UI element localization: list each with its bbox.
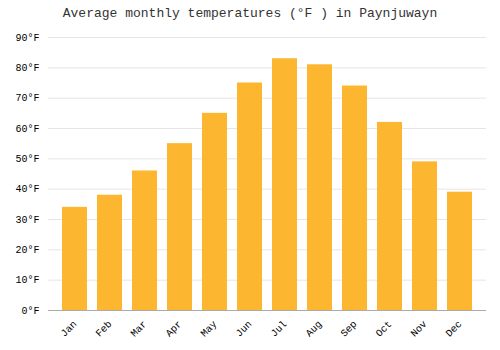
- svg-text:90°F: 90°F: [15, 33, 39, 44]
- html-text:Average monthly temperatures (: Average monthly temperatures (°F ) in Pa…: [62, 6, 438, 21]
- svg-text:Dec: Dec: [444, 319, 465, 340]
- svg-text:Oct: Oct: [374, 319, 395, 340]
- svg-text:Feb: Feb: [94, 319, 115, 340]
- svg-text:40°F: 40°F: [15, 184, 39, 195]
- svg-text:Sep: Sep: [339, 319, 360, 340]
- svg-text:60°F: 60°F: [15, 124, 39, 135]
- svg-text:Mar: Mar: [129, 319, 150, 340]
- svg-text:10°F: 10°F: [15, 275, 39, 286]
- svg-text:Aug: Aug: [304, 319, 325, 340]
- svg-text:0°F: 0°F: [21, 306, 39, 317]
- svg-text:20°F: 20°F: [15, 245, 39, 256]
- svg-text:80°F: 80°F: [15, 63, 39, 74]
- svg-text:Nov: Nov: [409, 319, 430, 340]
- svg-text:30°F: 30°F: [15, 215, 39, 226]
- svg-text:70°F: 70°F: [15, 93, 39, 104]
- svg-text:50°F: 50°F: [15, 154, 39, 165]
- svg-text:Jun: Jun: [234, 319, 255, 340]
- svg-text:Apr: Apr: [164, 319, 185, 340]
- svg-text:May: May: [199, 319, 220, 340]
- svg-text:Jan: Jan: [59, 319, 80, 340]
- svg-text:Jul: Jul: [269, 319, 290, 340]
